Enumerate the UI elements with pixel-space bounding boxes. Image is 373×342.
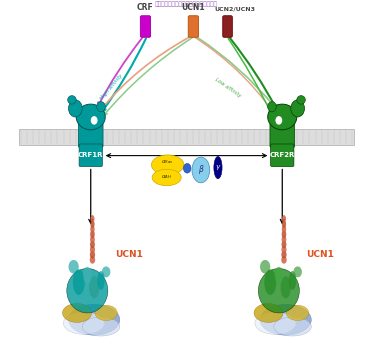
Ellipse shape <box>254 304 283 322</box>
Ellipse shape <box>90 215 94 223</box>
Ellipse shape <box>67 268 108 313</box>
Ellipse shape <box>102 266 110 277</box>
Ellipse shape <box>260 304 311 335</box>
Ellipse shape <box>282 236 286 243</box>
Ellipse shape <box>76 104 105 130</box>
Ellipse shape <box>90 241 95 248</box>
Text: CRF: CRF <box>137 3 154 12</box>
Ellipse shape <box>282 231 286 238</box>
Text: High affinity: High affinity <box>99 73 123 101</box>
Ellipse shape <box>90 256 95 264</box>
Ellipse shape <box>82 317 120 336</box>
Ellipse shape <box>69 100 82 117</box>
Text: CRF1R: CRF1R <box>78 152 103 158</box>
Ellipse shape <box>90 251 95 259</box>
FancyBboxPatch shape <box>188 16 198 37</box>
Ellipse shape <box>90 225 95 233</box>
Ellipse shape <box>286 305 309 321</box>
Ellipse shape <box>291 100 304 117</box>
Text: Low affinity: Low affinity <box>214 76 241 98</box>
Ellipse shape <box>90 246 95 253</box>
Ellipse shape <box>297 95 305 104</box>
FancyBboxPatch shape <box>78 123 103 147</box>
Ellipse shape <box>280 276 291 298</box>
Ellipse shape <box>268 102 276 112</box>
Ellipse shape <box>63 304 92 322</box>
FancyBboxPatch shape <box>140 16 151 37</box>
Text: $\alpha_{Ras}$: $\alpha_{Ras}$ <box>162 158 174 167</box>
Ellipse shape <box>268 104 297 130</box>
Ellipse shape <box>63 312 104 334</box>
Ellipse shape <box>258 268 300 313</box>
Ellipse shape <box>69 260 79 274</box>
Ellipse shape <box>91 116 98 125</box>
Ellipse shape <box>90 220 95 228</box>
Ellipse shape <box>275 116 282 125</box>
Ellipse shape <box>281 251 286 259</box>
Ellipse shape <box>192 157 210 183</box>
Text: UCN2/UCN3: UCN2/UCN3 <box>214 7 255 12</box>
FancyBboxPatch shape <box>223 16 232 37</box>
FancyBboxPatch shape <box>271 144 294 167</box>
Text: $\beta$: $\beta$ <box>198 163 204 176</box>
Text: UCN1: UCN1 <box>182 3 205 12</box>
Ellipse shape <box>90 231 95 238</box>
Ellipse shape <box>89 276 99 298</box>
Ellipse shape <box>294 266 302 277</box>
Text: UCN1: UCN1 <box>306 250 334 259</box>
Ellipse shape <box>282 215 286 223</box>
Ellipse shape <box>281 246 286 253</box>
Ellipse shape <box>260 260 270 274</box>
Ellipse shape <box>68 95 76 104</box>
Ellipse shape <box>83 267 92 284</box>
Ellipse shape <box>282 220 286 228</box>
Ellipse shape <box>289 271 296 290</box>
FancyBboxPatch shape <box>79 144 102 167</box>
Text: $\alpha_{AH}$: $\alpha_{AH}$ <box>161 173 172 182</box>
Text: $\gamma$: $\gamma$ <box>215 163 221 172</box>
Ellipse shape <box>282 225 286 233</box>
Text: CRF2R: CRF2R <box>270 152 295 158</box>
Ellipse shape <box>184 163 191 173</box>
Text: 裂解化学物质可能会干扰男性性激素受体: 裂解化学物质可能会干扰男性性激素受体 <box>155 2 218 7</box>
Ellipse shape <box>90 236 95 243</box>
Ellipse shape <box>214 157 222 179</box>
Ellipse shape <box>264 269 276 295</box>
Ellipse shape <box>97 102 105 112</box>
Ellipse shape <box>281 256 287 264</box>
Ellipse shape <box>255 312 296 334</box>
Text: UCN1: UCN1 <box>115 250 142 259</box>
Ellipse shape <box>151 155 184 175</box>
Ellipse shape <box>274 317 311 336</box>
FancyBboxPatch shape <box>270 123 295 147</box>
Ellipse shape <box>97 271 105 290</box>
Ellipse shape <box>152 169 181 186</box>
Ellipse shape <box>275 267 283 284</box>
Ellipse shape <box>282 241 286 248</box>
Ellipse shape <box>95 305 117 321</box>
Bar <box>19 129 354 145</box>
Ellipse shape <box>73 269 85 295</box>
Ellipse shape <box>69 304 120 335</box>
